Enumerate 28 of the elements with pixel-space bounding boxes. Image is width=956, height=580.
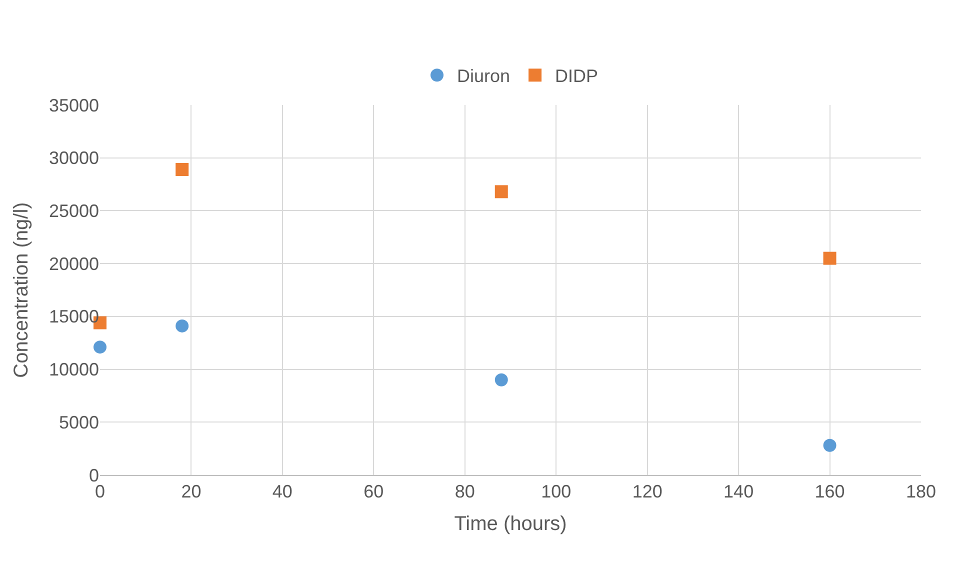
point <box>176 319 189 332</box>
y-tick-label: 15000 <box>48 306 99 327</box>
x-tick-label: 80 <box>454 482 475 502</box>
y-axis-title: Concentration (ng/l) <box>10 202 32 378</box>
point <box>494 373 508 386</box>
y-tick-label: 30000 <box>48 148 99 168</box>
legend-label: DIDP <box>555 66 598 86</box>
x-tick-label: 60 <box>364 482 384 502</box>
point <box>94 340 106 354</box>
x-tick-label: 120 <box>632 482 662 502</box>
x-tick-label: 40 <box>272 482 292 502</box>
point <box>176 162 189 176</box>
y-tick-label: 20000 <box>48 254 99 274</box>
y-tick-label: 35000 <box>48 95 99 116</box>
x-tick-label: 20 <box>181 482 202 502</box>
y-tick-label: 25000 <box>48 201 99 222</box>
y-tick-label: 0 <box>88 465 99 486</box>
legend-label: Diuron <box>457 66 510 86</box>
point <box>494 185 508 198</box>
point <box>823 438 836 452</box>
x-tick-label: 100 <box>541 482 572 502</box>
x-axis-title: Time (hours) <box>454 513 567 536</box>
point <box>823 252 836 265</box>
y-tick-label: 10000 <box>48 360 99 380</box>
y-tick-label: 5000 <box>58 412 99 432</box>
x-tick-label: 140 <box>724 482 754 502</box>
x-tick-label: 180 <box>906 482 936 502</box>
x-tick-label: 160 <box>814 482 845 502</box>
